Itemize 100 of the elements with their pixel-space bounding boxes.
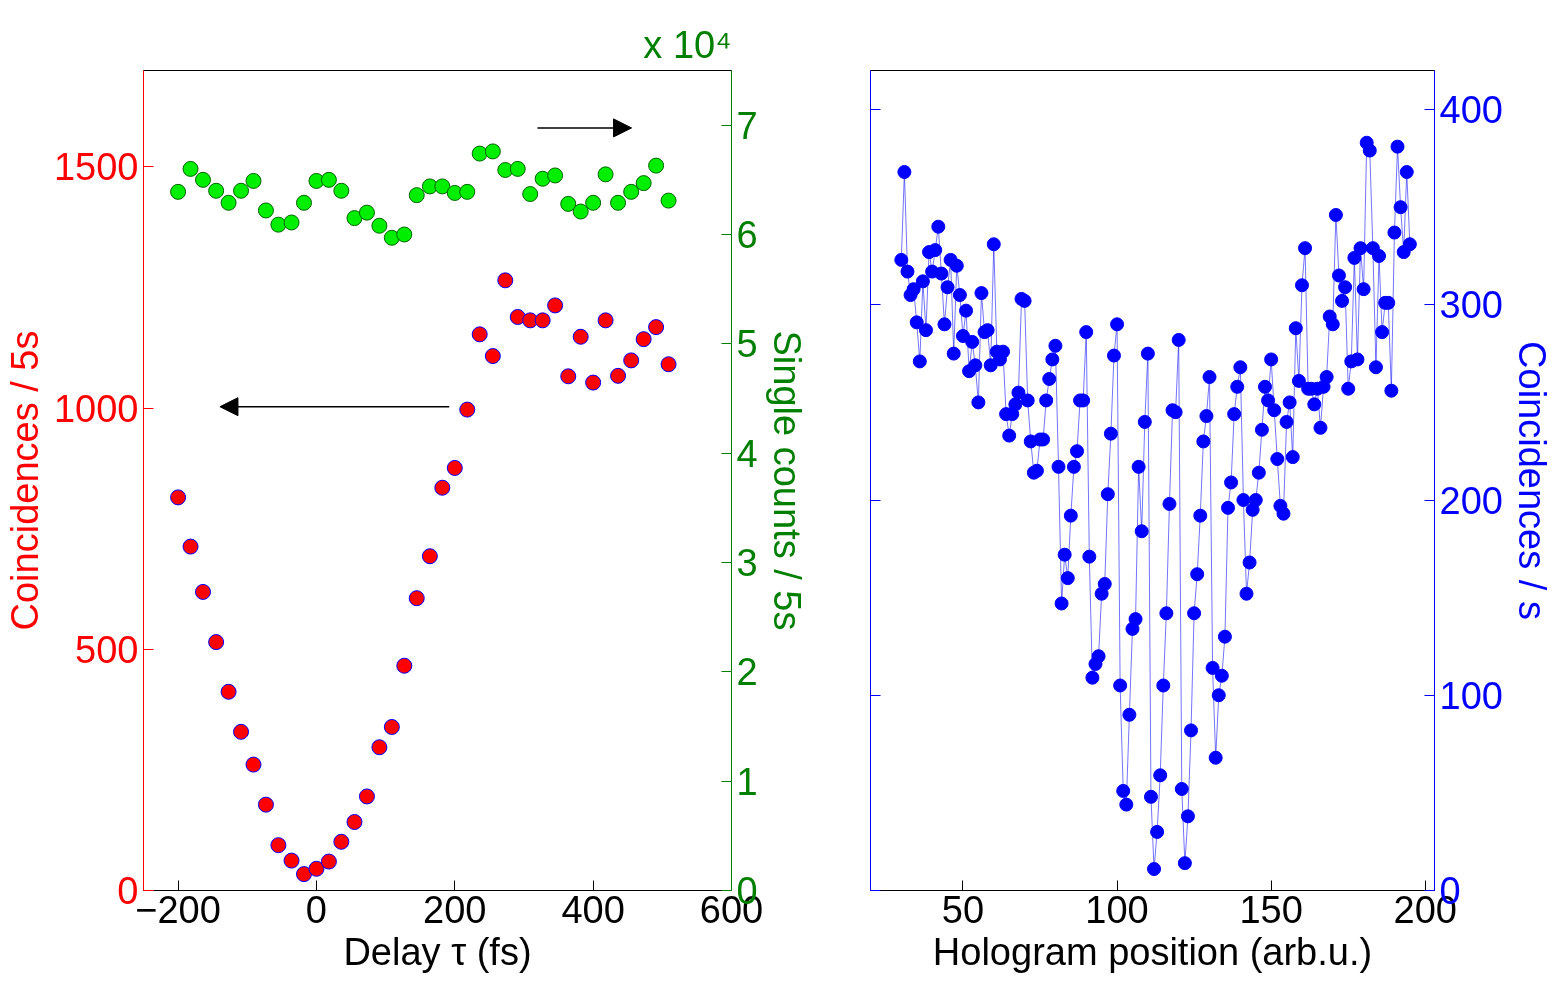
point [233, 182, 250, 199]
point [610, 367, 627, 384]
point [648, 319, 665, 336]
x-tick-label: 50 [941, 888, 985, 931]
point [572, 328, 589, 345]
x-axis-title: Delay τ (fs) [343, 930, 532, 973]
point [648, 157, 665, 174]
y-tick-label: 1000 [53, 387, 139, 430]
point [446, 184, 463, 201]
x-tick-label: 150 [1239, 888, 1303, 931]
point [547, 297, 564, 314]
point [257, 796, 274, 813]
point [396, 657, 413, 674]
y2-tick-label: 200 [1439, 479, 1503, 522]
x-tick-label: 0 [305, 888, 328, 931]
point [194, 171, 211, 188]
point [585, 374, 602, 391]
point [560, 195, 577, 212]
point [383, 719, 400, 735]
point [509, 160, 526, 177]
point [245, 756, 262, 773]
y2-tick-label: 7 [736, 104, 758, 147]
point [220, 194, 237, 211]
x-axis-title: Hologram position (arb.u.) [932, 930, 1373, 973]
point [597, 166, 614, 183]
point [534, 312, 551, 329]
point [308, 860, 325, 877]
point [635, 175, 652, 192]
x-tick-label: 200 [423, 888, 487, 931]
point [245, 172, 262, 189]
y2-tick-label: 400 [1439, 89, 1503, 132]
point [396, 226, 413, 243]
point [597, 312, 614, 329]
point [208, 634, 225, 651]
x-tick-label: 100 [1085, 888, 1149, 931]
point [471, 326, 488, 343]
y2-tick-label: 6 [736, 214, 758, 256]
y-tick-label: 1500 [53, 146, 139, 189]
point [484, 348, 501, 365]
point [283, 214, 300, 231]
point [371, 739, 388, 756]
point [346, 210, 363, 227]
point [660, 192, 677, 209]
point [560, 368, 577, 385]
point [346, 814, 363, 830]
point [421, 548, 438, 565]
point [257, 202, 274, 219]
point [233, 723, 250, 740]
point [572, 203, 589, 220]
point [434, 178, 451, 195]
y2-axis-title: Coincidences / s [1510, 341, 1553, 620]
y2-tick-label: 1 [736, 760, 758, 803]
point [270, 216, 287, 233]
point [459, 401, 476, 418]
point [295, 194, 312, 211]
point [208, 182, 225, 199]
point [446, 459, 463, 476]
point [358, 204, 375, 221]
point [383, 229, 400, 246]
point [497, 272, 514, 289]
point [459, 183, 476, 200]
point [320, 853, 337, 870]
point [182, 538, 199, 555]
y2-tick-label: 2 [736, 651, 758, 694]
y-axis-title: Coincidences / 5s [3, 330, 46, 631]
point [333, 182, 350, 199]
point [320, 171, 337, 188]
point [371, 217, 388, 234]
y2-axis-title: Single counts / 5s [765, 330, 808, 631]
y-tick-label: 500 [75, 628, 139, 671]
point [623, 352, 640, 369]
point [534, 170, 551, 187]
point [522, 186, 539, 203]
point [610, 194, 627, 211]
point [194, 583, 211, 600]
point [220, 683, 237, 700]
point [471, 145, 488, 162]
point [484, 143, 501, 160]
point [170, 183, 187, 200]
point [623, 183, 640, 200]
point [358, 788, 375, 805]
point [408, 590, 425, 607]
point [547, 167, 564, 184]
point [270, 837, 287, 854]
text: x 10⁴ [643, 23, 732, 66]
point [283, 852, 300, 869]
y2-tick-label: 4 [736, 432, 758, 475]
point [333, 833, 350, 850]
y2-tick-label: 100 [1439, 674, 1503, 717]
point [585, 194, 602, 211]
x-tick-label: 400 [561, 888, 625, 931]
point [182, 160, 199, 177]
point [660, 356, 677, 373]
y2-tick-label: 300 [1439, 284, 1503, 327]
y2-tick-label: 3 [736, 542, 758, 584]
point [434, 479, 451, 496]
point [408, 187, 425, 204]
point [635, 331, 652, 348]
point [509, 309, 526, 325]
point [170, 489, 187, 506]
